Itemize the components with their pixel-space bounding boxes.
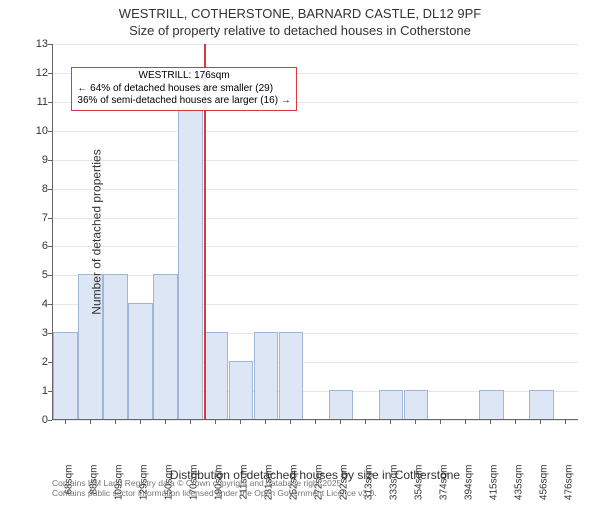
y-tick-mark [48,189,52,190]
x-tick-mark [190,420,191,424]
histogram-bar [279,332,304,419]
x-tick-mark [390,420,391,424]
y-tick-mark [48,102,52,103]
y-axis-title: Number of detached properties [90,149,104,314]
histogram-bar [53,332,78,419]
x-tick-mark [465,420,466,424]
x-tick-mark [90,420,91,424]
histogram-bar [204,332,229,419]
x-tick-mark [515,420,516,424]
y-tick-label: 1 [30,385,48,397]
histogram-bar [379,390,404,419]
gridline [53,44,578,45]
y-tick-label: 0 [30,414,48,426]
gridline [53,189,578,190]
histogram-bar [103,274,128,419]
chart-title-line2: Size of property relative to detached ho… [0,23,600,40]
gridline [53,275,578,276]
y-tick-mark [48,333,52,334]
x-tick-mark [490,420,491,424]
attribution-line2: Contains public sector information licen… [52,489,578,499]
x-tick-mark [265,420,266,424]
x-tick-mark [165,420,166,424]
y-tick-label: 7 [30,212,48,224]
annotation-line3: 36% of semi-detached houses are larger (… [77,95,290,108]
x-tick-mark [540,420,541,424]
y-tick-label: 8 [30,183,48,195]
y-tick-label: 2 [30,356,48,368]
y-tick-mark [48,246,52,247]
gridline [53,131,578,132]
x-tick-mark [215,420,216,424]
attribution: Contains HM Land Registry data © Crown c… [52,479,578,499]
y-tick-mark [48,131,52,132]
x-tick-mark [140,420,141,424]
histogram-bar [229,361,254,419]
x-tick-mark [290,420,291,424]
gridline [53,218,578,219]
x-tick-mark [115,420,116,424]
y-tick-label: 11 [30,96,48,108]
x-tick-mark [240,420,241,424]
y-tick-mark [48,304,52,305]
x-tick-mark [415,420,416,424]
histogram-bar [404,390,429,419]
y-tick-label: 3 [30,327,48,339]
annotation-line2: ← 64% of detached houses are smaller (29… [77,83,290,96]
y-tick-label: 12 [30,67,48,79]
y-tick-mark [48,218,52,219]
y-tick-mark [48,44,52,45]
histogram-bar [178,101,203,419]
histogram-bar [529,390,554,419]
histogram-bar [329,390,354,419]
y-tick-label: 6 [30,240,48,252]
chart-title-line1: WESTRILL, COTHERSTONE, BARNARD CASTLE, D… [0,6,600,23]
y-tick-mark [48,73,52,74]
x-tick-mark [315,420,316,424]
y-tick-mark [48,275,52,276]
y-tick-mark [48,391,52,392]
plot-area: WESTRILL: 176sqm← 64% of detached houses… [52,44,578,420]
y-tick-label: 5 [30,269,48,281]
histogram-bar [153,274,178,419]
y-tick-label: 10 [30,125,48,137]
histogram-bar [254,332,279,419]
histogram-bar [479,390,504,419]
y-tick-label: 4 [30,298,48,310]
annotation-box: WESTRILL: 176sqm← 64% of detached houses… [71,67,296,111]
y-tick-label: 13 [30,38,48,50]
annotation-line1: WESTRILL: 176sqm [77,70,290,83]
chart-titles: WESTRILL, COTHERSTONE, BARNARD CASTLE, D… [0,0,600,44]
x-tick-mark [65,420,66,424]
chart-container: WESTRILL, COTHERSTONE, BARNARD CASTLE, D… [0,0,600,500]
histogram-bar [128,303,153,419]
y-tick-mark [48,362,52,363]
y-tick-mark [48,160,52,161]
gridline [53,246,578,247]
x-tick-mark [340,420,341,424]
x-tick-mark [365,420,366,424]
gridline [53,160,578,161]
x-tick-mark [565,420,566,424]
x-tick-mark [440,420,441,424]
y-tick-label: 9 [30,154,48,166]
y-tick-mark [48,420,52,421]
